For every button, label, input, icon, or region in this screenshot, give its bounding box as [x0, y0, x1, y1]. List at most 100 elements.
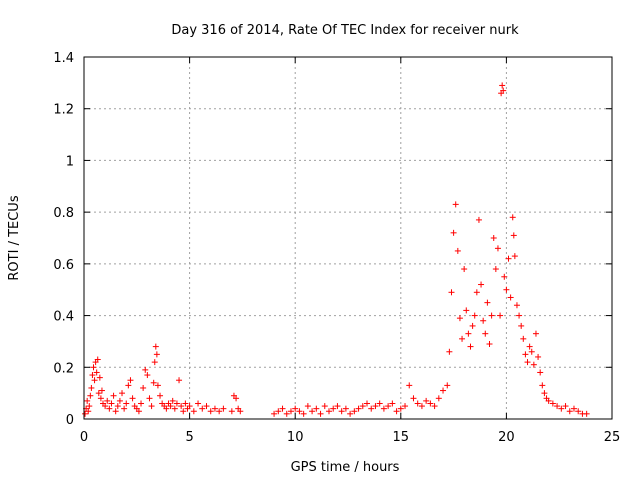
data-point: [406, 382, 413, 389]
data-point: [88, 384, 95, 391]
data-point: [82, 410, 89, 417]
data-point: [566, 408, 573, 415]
data-point: [157, 392, 164, 399]
data-point: [154, 382, 161, 389]
data-point: [510, 232, 517, 239]
data-point: [562, 403, 569, 410]
data-point: [220, 405, 227, 412]
data-point: [505, 255, 512, 262]
data-point: [499, 82, 506, 89]
data-point: [304, 403, 311, 410]
data-point: [151, 359, 158, 366]
data-point: [448, 289, 455, 296]
data-point: [84, 397, 91, 404]
data-point: [494, 245, 501, 252]
data-point: [237, 408, 244, 415]
data-point: [317, 410, 324, 417]
data-point: [450, 229, 457, 236]
data-point: [211, 405, 218, 412]
data-point: [537, 369, 544, 376]
data-point: [385, 403, 392, 410]
data-point: [138, 400, 145, 407]
data-point: [488, 312, 495, 319]
data-point: [435, 395, 442, 402]
x-axis-label: GPS time / hours: [291, 460, 400, 475]
data-point: [95, 390, 102, 397]
data-point: [492, 266, 499, 273]
data-point: [121, 405, 128, 412]
data-point: [549, 400, 556, 407]
data-point: [199, 405, 206, 412]
data-point: [359, 403, 366, 410]
data-point: [509, 214, 516, 221]
data-point: [182, 400, 189, 407]
data-point: [469, 322, 476, 329]
data-point: [446, 348, 453, 355]
x-tick-label: 5: [185, 430, 193, 445]
data-point: [91, 377, 98, 384]
data-point: [279, 405, 286, 412]
data-point: [497, 312, 504, 319]
data-point: [146, 395, 153, 402]
data-point: [180, 408, 187, 415]
data-point: [330, 405, 337, 412]
data-point: [90, 364, 97, 371]
data-point: [454, 247, 461, 254]
data-point: [287, 408, 294, 415]
data-point: [108, 400, 115, 407]
data-point: [129, 395, 136, 402]
data-points: [82, 82, 590, 417]
data-point: [119, 390, 126, 397]
data-point: [389, 400, 396, 407]
y-tick-label: 0.4: [53, 310, 74, 325]
x-tick-label: 20: [498, 430, 515, 445]
data-point: [372, 403, 379, 410]
data-point: [418, 403, 425, 410]
data-point: [376, 400, 383, 407]
data-point: [524, 359, 531, 366]
data-point: [142, 366, 149, 373]
data-point: [104, 397, 111, 404]
data-point: [402, 403, 409, 410]
data-point: [110, 392, 117, 399]
data-point: [169, 397, 176, 404]
data-point: [94, 356, 101, 363]
data-point: [347, 410, 354, 417]
data-point: [475, 216, 482, 223]
plot-frame: [83, 56, 613, 420]
data-point: [106, 405, 113, 412]
data-point: [511, 253, 518, 260]
data-point: [532, 330, 539, 337]
data-point: [554, 403, 561, 410]
data-point: [342, 405, 349, 412]
data-point: [471, 312, 478, 319]
data-point: [440, 387, 447, 394]
data-point: [486, 341, 493, 348]
y-axis-label: ROTI / TECUs: [7, 195, 22, 280]
data-point: [465, 330, 472, 337]
data-point: [153, 351, 160, 358]
data-point: [87, 392, 94, 399]
data-point: [216, 408, 223, 415]
data-point: [535, 353, 542, 360]
data-point: [507, 294, 514, 301]
y-tick-label: 1.4: [53, 51, 74, 66]
data-point: [338, 408, 345, 415]
data-point: [518, 322, 525, 329]
data-point: [463, 307, 470, 314]
data-point: [467, 343, 474, 350]
data-point: [207, 408, 214, 415]
data-point: [480, 317, 487, 324]
data-point: [116, 397, 123, 404]
data-point: [380, 405, 387, 412]
data-point: [98, 387, 105, 394]
data-point: [513, 302, 520, 309]
data-point: [423, 397, 430, 404]
data-point: [427, 400, 434, 407]
data-point: [167, 403, 174, 410]
data-point: [397, 405, 404, 412]
data-point: [520, 335, 527, 342]
data-point: [114, 403, 121, 410]
data-point: [85, 408, 92, 415]
